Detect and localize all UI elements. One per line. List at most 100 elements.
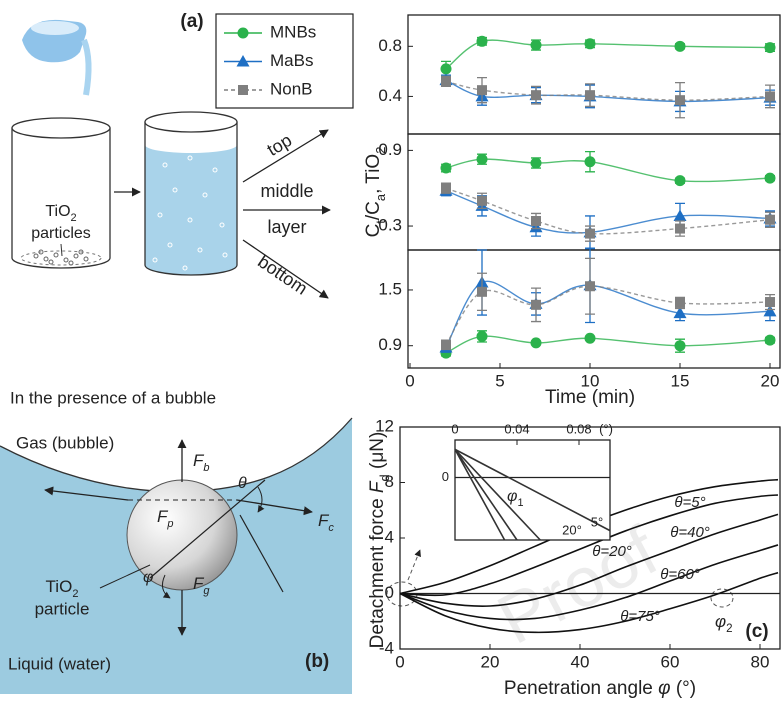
y-tick-label: 0.3 <box>378 216 402 235</box>
series-line <box>454 448 506 541</box>
marker <box>530 39 542 51</box>
heading: In the presence of a bubble <box>10 388 216 407</box>
marker <box>765 297 775 308</box>
label-part: 1 <box>517 497 523 509</box>
pour-stream <box>81 38 92 96</box>
bubble-region <box>0 412 352 492</box>
x-tick-label: 10 <box>581 371 600 390</box>
label-part: /C <box>363 201 384 220</box>
panel-label: (c) <box>745 621 768 642</box>
marker <box>585 90 595 101</box>
label-part: (μN) <box>367 432 388 475</box>
label-part: φ <box>715 612 726 631</box>
y-tick-label: 0 <box>385 583 394 602</box>
angle-arc <box>161 574 171 599</box>
label-part: p <box>166 518 173 530</box>
marker <box>584 38 596 50</box>
marker <box>476 330 488 342</box>
series-line <box>445 158 771 183</box>
annotation: φ1 <box>507 488 524 509</box>
y-tick-label: 8 <box>385 472 394 491</box>
series-line <box>399 571 779 634</box>
series-label: θ=20° <box>592 543 632 560</box>
label-part: F <box>157 507 169 526</box>
series-line <box>399 544 779 621</box>
tangent-line <box>239 514 284 593</box>
marker <box>236 55 250 67</box>
phi-label: φ <box>143 569 153 586</box>
label-part: , TiO <box>363 154 384 194</box>
label-part: φ <box>507 488 517 505</box>
zoom-circle <box>710 588 734 608</box>
series-label: 5° <box>591 514 603 529</box>
theta-label: θ <box>238 475 247 492</box>
x-tick-label: 15 <box>671 371 690 390</box>
series-line <box>445 79 771 103</box>
gas-label: Gas (bubble) <box>16 433 114 452</box>
arrow-label: layer <box>267 217 306 237</box>
angle-arc <box>257 486 265 513</box>
force-label: Fc <box>318 511 334 533</box>
zoom-arrow <box>407 549 421 581</box>
series-label: θ=5° <box>674 494 705 511</box>
marker <box>584 332 596 344</box>
marker <box>763 304 777 317</box>
x-tick-label: 0 <box>451 421 458 436</box>
y-tick-label: 0 <box>442 469 449 484</box>
label-part: c <box>328 522 334 534</box>
particles-label: TiO2 <box>45 203 76 224</box>
label-part: 2 <box>726 623 732 635</box>
cylinder-left <box>11 128 111 269</box>
x-tick-label: 20 <box>481 652 500 671</box>
marker <box>585 228 595 239</box>
plot-frame <box>407 249 781 369</box>
series-label: θ=60° <box>660 566 700 583</box>
marker <box>765 91 775 102</box>
x-tick-label: 0.08 <box>566 421 591 436</box>
x-axis-label: Time (min) <box>545 387 635 408</box>
label-part: t <box>373 220 388 224</box>
label-part: F <box>193 451 205 470</box>
label-part: d <box>377 474 392 481</box>
y-tick-label: 0.9 <box>378 335 402 354</box>
marker <box>441 183 451 194</box>
pointer <box>99 564 151 589</box>
x-tick-label: 0 <box>405 371 414 390</box>
force-arrow <box>236 499 313 516</box>
y-axis-label: Ct/Ca, TiO2 <box>363 147 388 238</box>
series-label: θ=75° <box>620 608 660 625</box>
y-tick-label: 0.4 <box>378 86 402 105</box>
x-tick-label: 0.04 <box>504 421 529 436</box>
marker <box>238 85 248 95</box>
marker <box>764 172 776 184</box>
marker <box>765 214 775 225</box>
cylinder-right <box>144 122 238 276</box>
particle-label: TiO2 <box>46 577 79 599</box>
marker <box>764 334 776 346</box>
jug-rim <box>31 21 79 35</box>
series-label: θ=40° <box>670 524 710 541</box>
label-part: F <box>193 574 205 593</box>
x-tick-label: 80 <box>751 652 770 671</box>
particle-label: particle <box>35 599 90 618</box>
arrow <box>242 129 329 183</box>
liquid-label: Liquid (water) <box>8 654 111 673</box>
label-part: a <box>373 193 388 201</box>
radius-line <box>149 479 266 579</box>
suspended-dots <box>152 137 228 271</box>
x-tick-label: 20 <box>761 371 780 390</box>
marker <box>674 40 686 52</box>
label-part: b <box>203 462 209 474</box>
label-part: TiO <box>45 203 70 220</box>
label-part: 2 <box>373 147 388 154</box>
marker <box>675 223 685 234</box>
marker <box>673 306 687 319</box>
label-part: TiO <box>46 577 73 596</box>
series-line <box>445 190 771 234</box>
sediment <box>20 250 102 266</box>
x-axis-label: Penetration angle φ (°) <box>504 678 696 699</box>
panel-label: (a) <box>180 11 203 32</box>
marker <box>440 63 452 75</box>
y-tick-label: 4 <box>385 527 394 546</box>
